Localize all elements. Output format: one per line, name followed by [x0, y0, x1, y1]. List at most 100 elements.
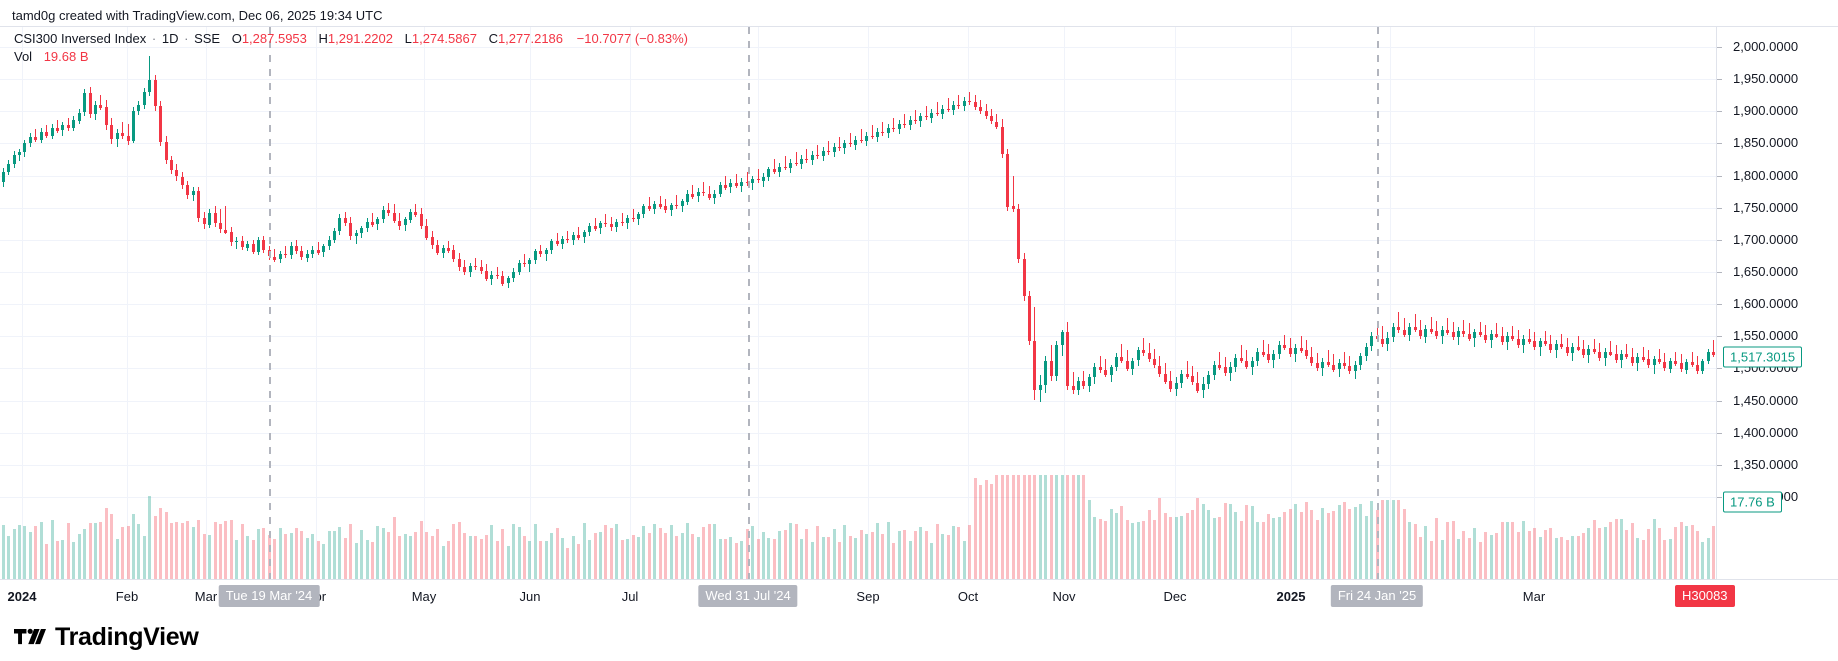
volume-bar	[1077, 475, 1080, 580]
volume-bar	[257, 529, 260, 580]
volume-bar	[1479, 542, 1482, 580]
volume-bar	[1120, 506, 1123, 580]
candle-body	[257, 240, 260, 252]
candle-body	[995, 122, 998, 127]
candle-wick	[1333, 354, 1334, 372]
candle-wick	[220, 209, 221, 233]
candle-body	[458, 259, 461, 267]
candle-body	[1386, 338, 1389, 344]
grid-line-horizontal	[0, 143, 1716, 144]
candle-body	[1028, 296, 1031, 341]
candle-wick	[1474, 329, 1475, 347]
volume-bar	[865, 534, 868, 580]
candle-wick	[969, 92, 970, 105]
candle-body	[23, 143, 26, 152]
candle-wick	[236, 237, 237, 249]
candle-body	[941, 109, 944, 114]
candle-wick	[1436, 321, 1437, 339]
volume-bar	[1397, 500, 1400, 580]
candle-body	[594, 226, 597, 229]
volume-bar	[1446, 522, 1449, 580]
volume-bar	[1511, 522, 1514, 580]
volume-bar	[664, 533, 667, 580]
tradingview-logo[interactable]: TradingView	[14, 623, 199, 651]
volume-bar	[51, 520, 54, 580]
volume-bar	[1490, 535, 1493, 580]
candle-body	[67, 125, 70, 128]
candle-body	[740, 182, 743, 186]
volume-bar	[154, 516, 157, 580]
volume-bar	[957, 527, 960, 580]
volume-bar	[1642, 540, 1645, 580]
candle-wick	[1659, 349, 1660, 364]
volume-bar	[1348, 509, 1351, 580]
volume-bar	[1549, 528, 1552, 580]
candle-body	[197, 191, 200, 218]
volume-bar	[496, 541, 499, 580]
candle-body	[279, 254, 282, 259]
candle-body	[1234, 358, 1237, 367]
volume-bar	[985, 480, 988, 580]
candle-wick	[578, 227, 579, 240]
candle-wick	[1692, 352, 1693, 367]
candle-body	[952, 105, 955, 110]
crosshair-vertical-line	[1377, 27, 1379, 580]
candle-wick	[1469, 323, 1470, 341]
volume-bar	[572, 536, 575, 580]
candle-body	[1533, 341, 1536, 347]
candle-body	[610, 224, 613, 227]
candle-wick	[1610, 341, 1611, 356]
candle-wick	[57, 120, 58, 133]
volume-bar	[1636, 538, 1639, 580]
volume-bar	[507, 546, 510, 580]
volume-bar	[1343, 502, 1346, 580]
volume-bar	[442, 546, 445, 580]
candle-body	[425, 226, 428, 238]
candle-body	[1115, 357, 1118, 367]
volume-bar	[1148, 510, 1151, 580]
volume-bar	[566, 548, 569, 580]
plot-area[interactable]	[0, 27, 1716, 580]
candle-body	[556, 241, 559, 244]
candle-body	[1327, 362, 1330, 365]
candle-body	[1539, 341, 1542, 347]
candle-wick	[882, 122, 883, 136]
candle-body	[642, 206, 645, 214]
price-axis-label: 1,600.0000	[1733, 296, 1799, 311]
volume-bar	[414, 532, 417, 580]
volume-bar	[523, 536, 526, 580]
candle-body	[203, 218, 206, 224]
volume-bar	[719, 539, 722, 580]
volume-bar	[1180, 516, 1183, 580]
price-axis[interactable]: 2,000.0000 1,950.0000 1,900.0000 1,850.0000…	[1716, 27, 1838, 606]
candle-body	[56, 128, 59, 131]
price-axis-tick	[1717, 240, 1722, 241]
candle-body	[1598, 352, 1601, 358]
candle-body	[1473, 332, 1476, 338]
symbol-code-tag: H30083	[1675, 585, 1735, 607]
grid-line-horizontal	[0, 433, 1716, 434]
candle-body	[985, 111, 988, 116]
volume-bar	[1587, 528, 1590, 580]
candle-body	[371, 222, 374, 225]
volume-bar	[431, 536, 434, 580]
candle-body	[892, 128, 895, 129]
volume-bar	[1424, 526, 1427, 580]
candle-body	[295, 246, 298, 251]
volume-bar	[328, 531, 331, 580]
candle-body	[1196, 383, 1199, 391]
time-axis[interactable]: 2024FebMarAprMayJunJulAugSepOctNovDec202…	[0, 579, 1838, 614]
candle-body	[1685, 362, 1688, 370]
volume-bar	[1061, 475, 1064, 580]
volume-bar	[469, 536, 472, 580]
candle-body	[1332, 365, 1335, 370]
candle-body	[1468, 334, 1471, 339]
candle-body	[968, 101, 971, 102]
volume-bar	[1142, 521, 1145, 580]
candle-wick	[1263, 340, 1264, 357]
candle-body	[1658, 359, 1661, 362]
volume-bar	[1462, 531, 1465, 580]
candle-body	[795, 163, 798, 164]
candle-body	[1023, 259, 1026, 296]
